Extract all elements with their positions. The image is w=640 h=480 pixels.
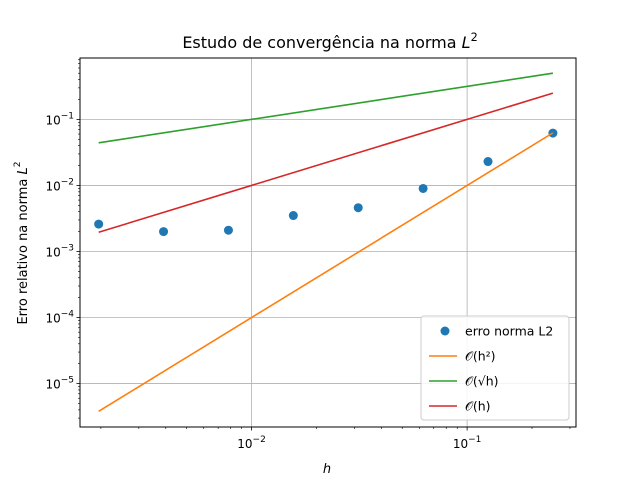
axes-frame [79,57,577,428]
legend-label: 𝒪(h) [465,399,491,414]
y-tick-label: 10−1 [45,111,74,127]
scatter-point [223,225,233,235]
legend: erro norma L2 𝒪(h²) 𝒪(√h) 𝒪(h) [420,315,570,421]
plot-area [94,72,558,413]
scatter-point [159,227,169,237]
y-tick-label: 10−2 [45,177,74,193]
legend-label: 𝒪(h²) [465,349,496,364]
legend-label: 𝒪(√h) [465,374,499,389]
axis-ticks: 10−2 10−1 10−5 10−4 10−3 10−2 10−1 [45,59,571,451]
series-line-2 [98,72,554,144]
scatter-point [94,219,104,229]
y-tick-label: 10−5 [45,376,74,392]
x-tick-label: 10−2 [237,435,266,451]
scatter-point [288,211,298,221]
scatter-point [483,157,493,167]
scatter-point [353,203,363,213]
chart-title: Estudo de convergência na norma L2 [182,31,477,52]
y-axis-label: Erro relativo na norma L2 [13,161,31,324]
legend-marker [440,326,450,336]
x-axis-label: h [323,462,331,477]
legend-label: erro norma L2 [465,324,553,339]
y-tick-label: 10−3 [45,243,74,259]
legend-box [420,315,570,421]
y-tick-label: 10−4 [45,310,74,326]
scatter-point [418,183,428,193]
x-tick-label: 10−1 [453,435,482,451]
series-line-1 [98,132,554,413]
series-line-3 [98,92,554,234]
